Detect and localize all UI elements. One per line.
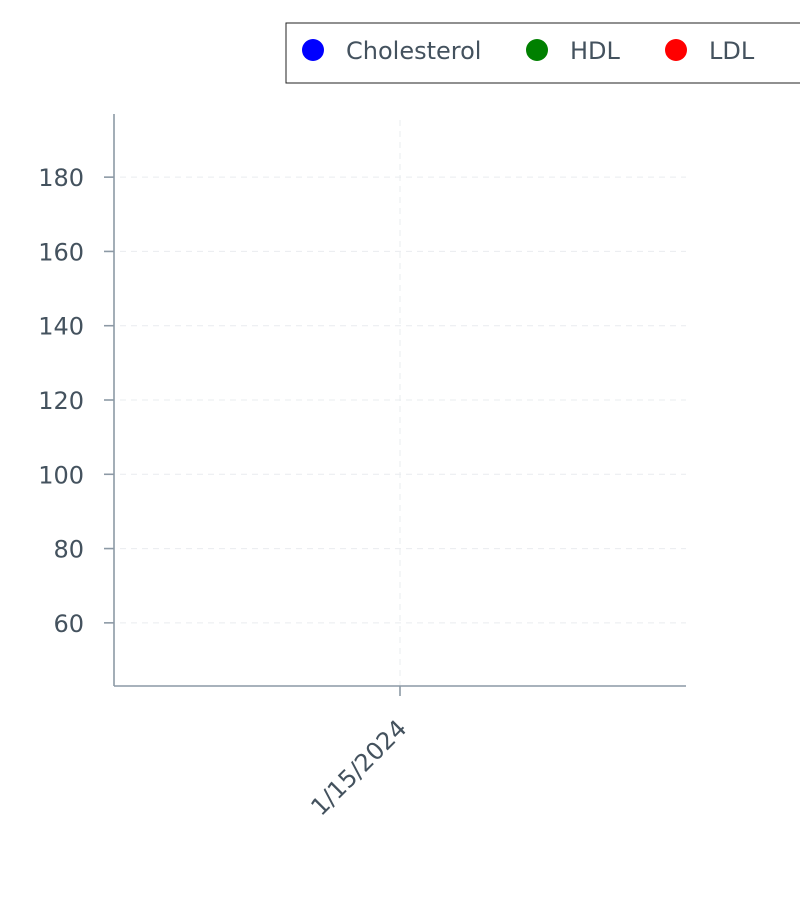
legend-marker: [526, 39, 548, 61]
y-tick-label: 180: [38, 164, 84, 192]
legend: Cholesterol HDL LDL: [285, 22, 800, 84]
legend-label: LDL: [709, 37, 755, 65]
y-tick-label: 80: [53, 536, 84, 564]
grid: [120, 120, 686, 686]
y-ticks: 60 80 100 120 140 160 180: [38, 164, 114, 638]
x-tick-label: 1/15/2024: [305, 714, 412, 821]
x-ticks: 1/15/2024: [305, 686, 412, 821]
y-tick-label: 140: [38, 313, 84, 341]
legend-label: Cholesterol: [346, 37, 481, 65]
y-tick-label: 100: [38, 461, 84, 489]
legend-label: HDL: [570, 37, 621, 65]
y-tick-label: 120: [38, 387, 84, 415]
y-tick-label: 160: [38, 238, 84, 266]
legend-marker: [665, 39, 687, 61]
y-tick-label: 60: [53, 610, 84, 638]
legend-marker: [302, 39, 324, 61]
